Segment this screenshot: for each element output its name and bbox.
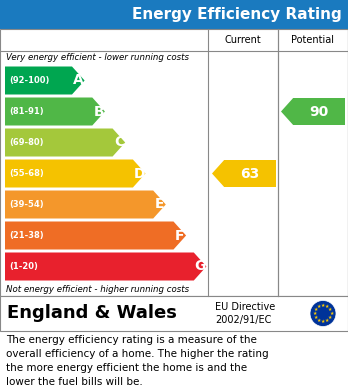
Circle shape (310, 301, 336, 326)
Text: Current: Current (224, 35, 261, 45)
Polygon shape (5, 253, 206, 280)
Text: Potential: Potential (292, 35, 334, 45)
Polygon shape (5, 221, 186, 249)
Polygon shape (212, 160, 276, 187)
Text: ★: ★ (325, 304, 330, 308)
Text: (92-100): (92-100) (9, 76, 49, 85)
Text: ★: ★ (321, 319, 325, 325)
Text: B: B (93, 104, 104, 118)
Text: F: F (175, 228, 184, 242)
Text: Energy Efficiency Rating: Energy Efficiency Rating (132, 7, 342, 22)
Text: A: A (73, 74, 84, 88)
Text: ★: ★ (328, 315, 332, 320)
Text: (1-20): (1-20) (9, 262, 38, 271)
Text: The energy efficiency rating is a measure of the
overall efficiency of a home. T: The energy efficiency rating is a measur… (6, 335, 269, 387)
Text: G: G (195, 260, 206, 273)
Text: ★: ★ (325, 318, 330, 323)
Text: ★: ★ (314, 315, 318, 320)
Polygon shape (5, 66, 85, 95)
Text: C: C (114, 136, 124, 149)
Text: ★: ★ (314, 307, 318, 312)
Text: (39-54): (39-54) (9, 200, 44, 209)
Text: (21-38): (21-38) (9, 231, 44, 240)
Text: England & Wales: England & Wales (7, 305, 177, 323)
Text: ★: ★ (317, 304, 321, 308)
Bar (0, 29, 348, 296)
Polygon shape (281, 98, 345, 125)
Text: Not energy efficient - higher running costs: Not energy efficient - higher running co… (6, 285, 189, 294)
Text: Very energy efficient - lower running costs: Very energy efficient - lower running co… (6, 54, 189, 63)
Text: EU Directive
2002/91/EC: EU Directive 2002/91/EC (215, 302, 275, 325)
Text: 63: 63 (240, 167, 260, 181)
Text: 90: 90 (309, 104, 329, 118)
Bar (0, 296, 348, 331)
Polygon shape (5, 160, 145, 188)
Text: ★: ★ (321, 303, 325, 308)
Polygon shape (5, 97, 105, 126)
Bar (0, 0, 348, 29)
Text: D: D (133, 167, 145, 181)
Text: ★: ★ (313, 311, 317, 316)
Text: (81-91): (81-91) (9, 107, 44, 116)
Text: E: E (155, 197, 164, 212)
Polygon shape (5, 190, 166, 219)
Text: ★: ★ (328, 307, 332, 312)
Text: ★: ★ (329, 311, 334, 316)
Polygon shape (5, 129, 125, 156)
Text: (69-80): (69-80) (9, 138, 44, 147)
Text: ★: ★ (317, 318, 321, 323)
Text: (55-68): (55-68) (9, 169, 44, 178)
